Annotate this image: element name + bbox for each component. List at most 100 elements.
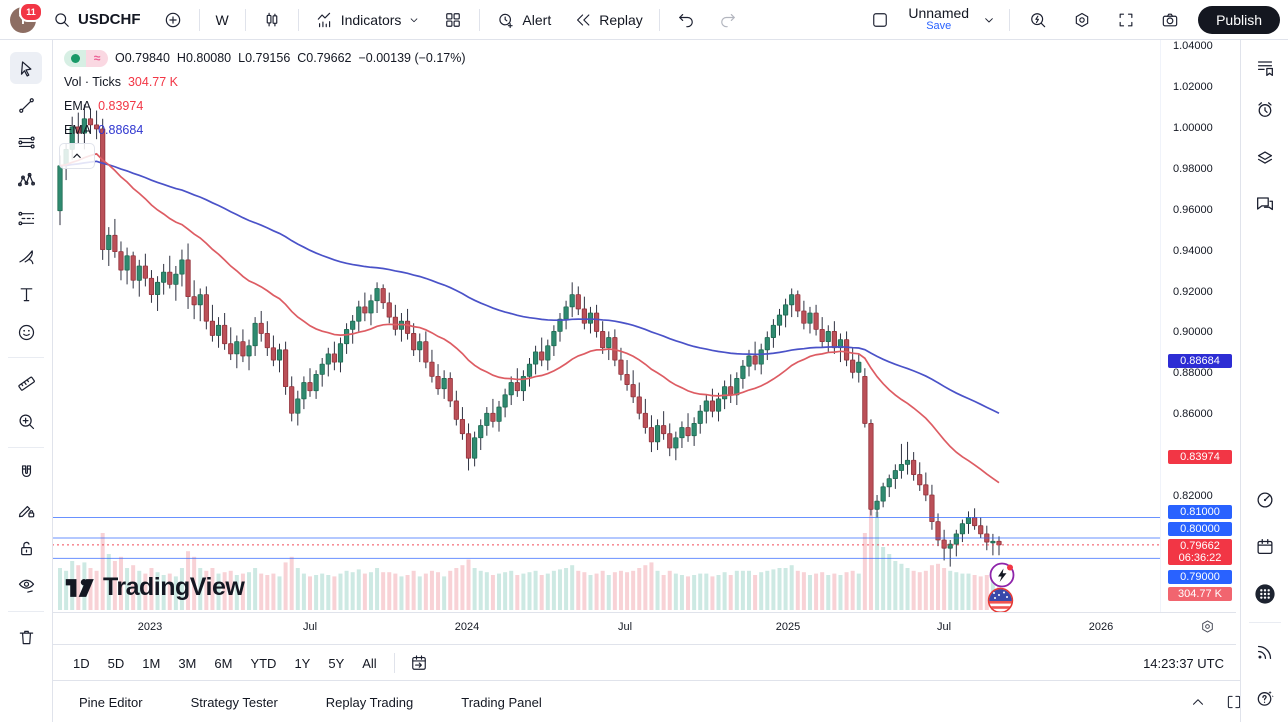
undo-icon[interactable] [670, 6, 702, 34]
tradingview-logo-icon [65, 578, 94, 597]
interval-button[interactable]: W [210, 8, 235, 32]
legend-volume-row[interactable]: Vol · Ticks 304.77 K [64, 70, 466, 94]
axis-settings-gear-icon[interactable] [1199, 618, 1216, 635]
range-5d-button[interactable]: 5D [99, 652, 134, 675]
time-axis[interactable]: 2023 Jul 2024 Jul 2025 Jul 2026 [52, 612, 1236, 645]
us-economic-event-globe-icon[interactable] [986, 586, 1015, 615]
indicators-icon [315, 10, 335, 30]
range-all-button[interactable]: All [353, 652, 385, 675]
chart-style-icon[interactable] [256, 6, 288, 34]
clock-utc[interactable]: 14:23:37 UTC [1143, 655, 1224, 671]
trash-tool[interactable] [10, 621, 42, 653]
add-symbol-icon[interactable] [157, 6, 189, 34]
cursor-tool[interactable] [10, 52, 42, 84]
legend-ema-slow-row[interactable]: EMA 0.88684 [64, 118, 466, 142]
price-tick: 1.04000 [1173, 40, 1213, 53]
brush-tool[interactable] [10, 241, 42, 273]
text-tool[interactable] [10, 278, 42, 310]
range-1d-button[interactable]: 1D [64, 652, 99, 675]
layers-icon[interactable] [1249, 142, 1281, 174]
alerts-icon[interactable] [1249, 94, 1281, 126]
streams-icon[interactable] [1249, 636, 1281, 668]
panel-open-chevron-icon[interactable] [1189, 693, 1207, 711]
tab-trading-panel[interactable]: Trading Panel [455, 694, 547, 711]
alert-button[interactable]: Alert [490, 6, 557, 34]
legend-open: O0.79840 [115, 51, 170, 65]
layout-name-block[interactable]: Unnamed Save [908, 4, 970, 33]
hide-drawings-tool[interactable] [10, 569, 42, 601]
legend-ohlc-row[interactable]: ≈ O0.79840 H0.80080 L0.79156 C0.79662 −0… [64, 46, 466, 70]
price-axis[interactable]: 1.04000 1.02000 1.00000 0.98000 0.96000 0.940… [1160, 40, 1237, 612]
top-toolbar: T 11 USDCHF W Indicators Alert Replay [0, 0, 1288, 40]
layout-name[interactable]: Unnamed [908, 4, 970, 21]
emoji-tool[interactable] [10, 316, 42, 348]
alert-label: Alert [522, 11, 552, 28]
measure-tool[interactable] [10, 367, 42, 399]
legend-collapse-button[interactable] [59, 143, 95, 169]
volume-indicator-label: Vol · Ticks [64, 75, 121, 89]
indicators-button[interactable]: Indicators [309, 6, 428, 34]
indicator-templates-icon[interactable] [437, 6, 469, 34]
chart-pane[interactable]: ≈ O0.79840 H0.80080 L0.79156 C0.79662 −0… [52, 40, 1160, 615]
tab-replay-trading[interactable]: Replay Trading [320, 694, 419, 711]
toolbar-separator [479, 8, 481, 31]
time-tick-jul: Jul [302, 621, 318, 633]
range-ytd-button[interactable]: YTD [241, 652, 285, 675]
ema-slow-line[interactable] [59, 160, 1000, 415]
replay-label: Replay [599, 11, 643, 28]
fullscreen-icon[interactable] [1110, 6, 1142, 34]
ema-slow-label: EMA [64, 123, 92, 137]
economic-event-lightning-icon[interactable] [988, 561, 1016, 589]
watchlist-icon[interactable] [1249, 52, 1281, 84]
range-1m-button[interactable]: 1M [133, 652, 169, 675]
quick-search-icon[interactable] [1022, 6, 1054, 34]
time-tick-2023: 2023 [137, 621, 163, 633]
calendar-icon[interactable] [1249, 531, 1281, 563]
tradingview-watermark: TradingView [64, 573, 245, 602]
ema-blue-label: 0.88684 [1168, 354, 1232, 368]
fib-retracement-tool[interactable] [10, 202, 42, 234]
range-1y-button[interactable]: 1Y [285, 652, 319, 675]
range-5y-button[interactable]: 5Y [319, 652, 353, 675]
publish-button[interactable]: Publish [1198, 5, 1280, 34]
market-status-pill[interactable]: ≈ [64, 49, 108, 67]
legend-ema-fast-row[interactable]: EMA 0.83974 [64, 94, 466, 118]
ticks-wave-icon: ≈ [86, 49, 108, 67]
chat-icon[interactable] [1249, 188, 1281, 220]
tab-strategy-tester[interactable]: Strategy Tester [185, 694, 284, 711]
horizontal-lines-tool[interactable] [10, 126, 42, 158]
layout-icon[interactable] [864, 6, 896, 34]
layout-chevron-icon[interactable] [981, 12, 997, 28]
trend-line-tool[interactable] [10, 89, 42, 121]
ema-fast-line[interactable] [59, 152, 1000, 484]
replay-button[interactable]: Replay [567, 6, 649, 34]
tab-pine-editor[interactable]: Pine Editor [73, 694, 149, 711]
range-3m-button[interactable]: 3M [169, 652, 205, 675]
bottom-panel-tabs: Pine Editor Strategy Tester Replay Trading… [52, 680, 1257, 722]
range-6m-button[interactable]: 6M [205, 652, 241, 675]
pattern-xabcd-tool[interactable] [10, 164, 42, 196]
candlestick-chart[interactable] [52, 40, 1160, 612]
magnet-tool[interactable] [10, 456, 42, 488]
lock-tool[interactable] [10, 532, 42, 564]
save-button[interactable]: Save [926, 19, 952, 32]
notifications-badge[interactable]: 11 [19, 1, 43, 22]
price-tick: 0.94000 [1173, 244, 1213, 257]
toolbar-separator [198, 8, 200, 31]
panel-maximize-icon[interactable] [1225, 693, 1243, 711]
zoom-in-tool[interactable] [10, 405, 42, 437]
redo-icon[interactable] [712, 6, 744, 34]
draw-edit-tool[interactable] [10, 494, 42, 526]
snapshot-camera-icon[interactable] [1154, 6, 1186, 34]
apps-grid-icon[interactable] [1249, 578, 1281, 610]
settings-gear-icon[interactable] [1066, 6, 1098, 34]
hline-081-label: 0.81000 [1168, 505, 1232, 519]
time-tick-2026: 2026 [1088, 621, 1114, 633]
symbol-search-button[interactable]: USDCHF [46, 6, 147, 34]
screener-icon[interactable] [1249, 484, 1281, 516]
ema-fast-label: EMA [64, 99, 92, 113]
help-icon[interactable] [1249, 682, 1281, 714]
user-avatar[interactable]: T 11 [10, 1, 43, 33]
toolbar-separator [658, 8, 660, 31]
go-to-date-icon[interactable] [403, 649, 435, 677]
